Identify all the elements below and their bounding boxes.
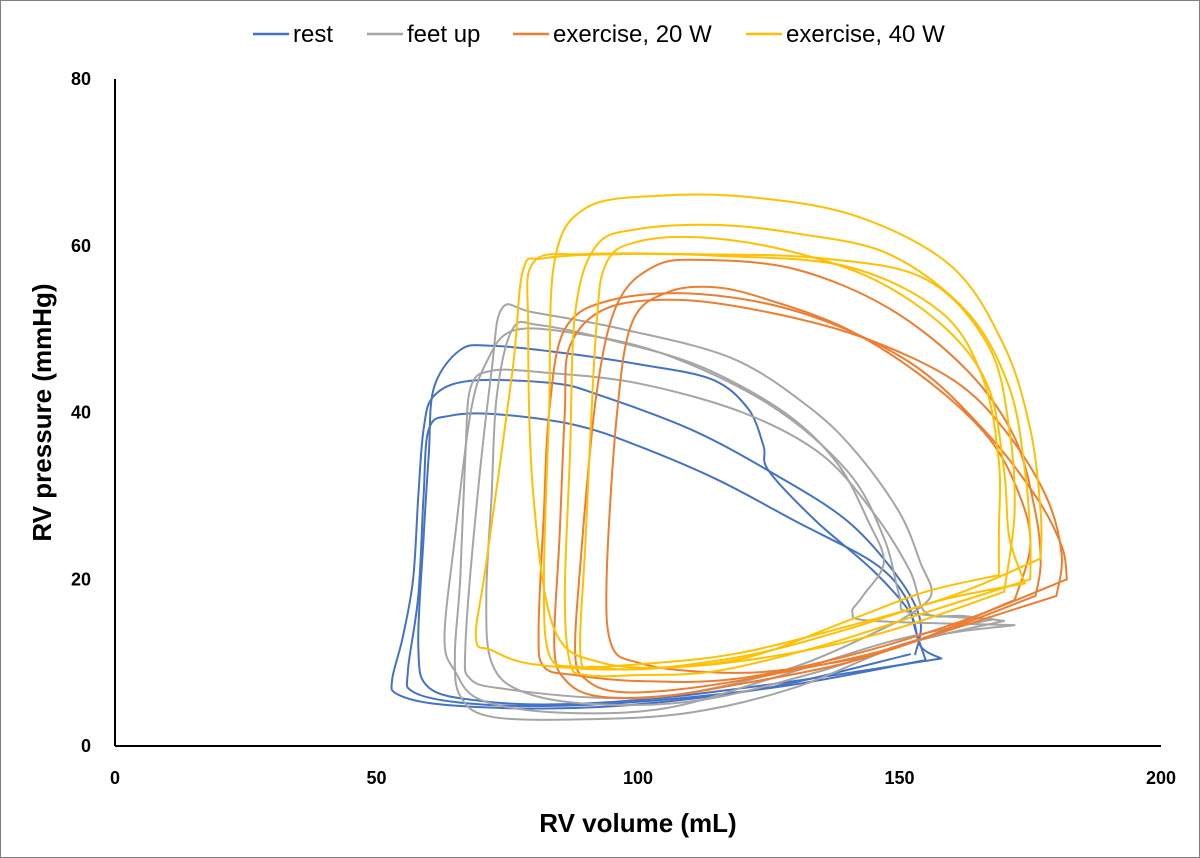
x-axis-title: RV volume (mL) [539, 808, 736, 838]
x-tick-label: 200 [1146, 768, 1176, 788]
pv-loop [579, 235, 1026, 671]
legend-label: feet up [407, 21, 480, 48]
y-tick-label: 40 [71, 403, 91, 423]
x-tick-label: 100 [623, 768, 653, 788]
x-tick-label: 50 [366, 768, 386, 788]
y-ticks: 0 20 40 60 80 [71, 69, 91, 756]
legend-label: exercise, 40 W [786, 21, 945, 48]
pv-loop [453, 368, 1006, 721]
pv-loop [390, 378, 922, 710]
pv-loop [443, 327, 995, 715]
axes [114, 79, 1161, 747]
legend-label: exercise, 20 W [553, 21, 712, 48]
legend-item: exercise, 20 W [513, 21, 712, 48]
x-ticks: 0 50 100 150 200 [110, 768, 1176, 788]
x-tick-label: 150 [884, 768, 914, 788]
y-tick-label: 20 [71, 569, 91, 589]
legend-label: rest [293, 21, 333, 48]
legend-item: exercise, 40 W [746, 21, 945, 48]
y-axis-title: RV pressure (mmHg) [27, 283, 57, 541]
pv-loop [605, 285, 1032, 674]
pv-loop [553, 298, 1063, 699]
series-exercise-40-w [474, 193, 1043, 678]
pv-loop [574, 258, 1042, 694]
pv-loop [417, 344, 943, 706]
pv-loop [542, 193, 1043, 669]
pv-loop [474, 252, 1002, 671]
pv-loop [485, 320, 1016, 707]
pv-loop [563, 223, 1032, 678]
plot-area [390, 193, 1068, 721]
series-exercise-20-w [537, 258, 1068, 699]
y-tick-label: 0 [81, 736, 91, 756]
y-tick-label: 80 [71, 69, 91, 89]
pv-loop [526, 252, 1016, 669]
x-tick-label: 0 [110, 768, 120, 788]
series-rest [390, 344, 943, 710]
legend-item: rest [253, 21, 333, 48]
legend: rest feet up exercise, 20 W exercise, 40 W [253, 21, 945, 48]
legend-item: feet up [367, 21, 480, 48]
y-tick-label: 60 [71, 236, 91, 256]
